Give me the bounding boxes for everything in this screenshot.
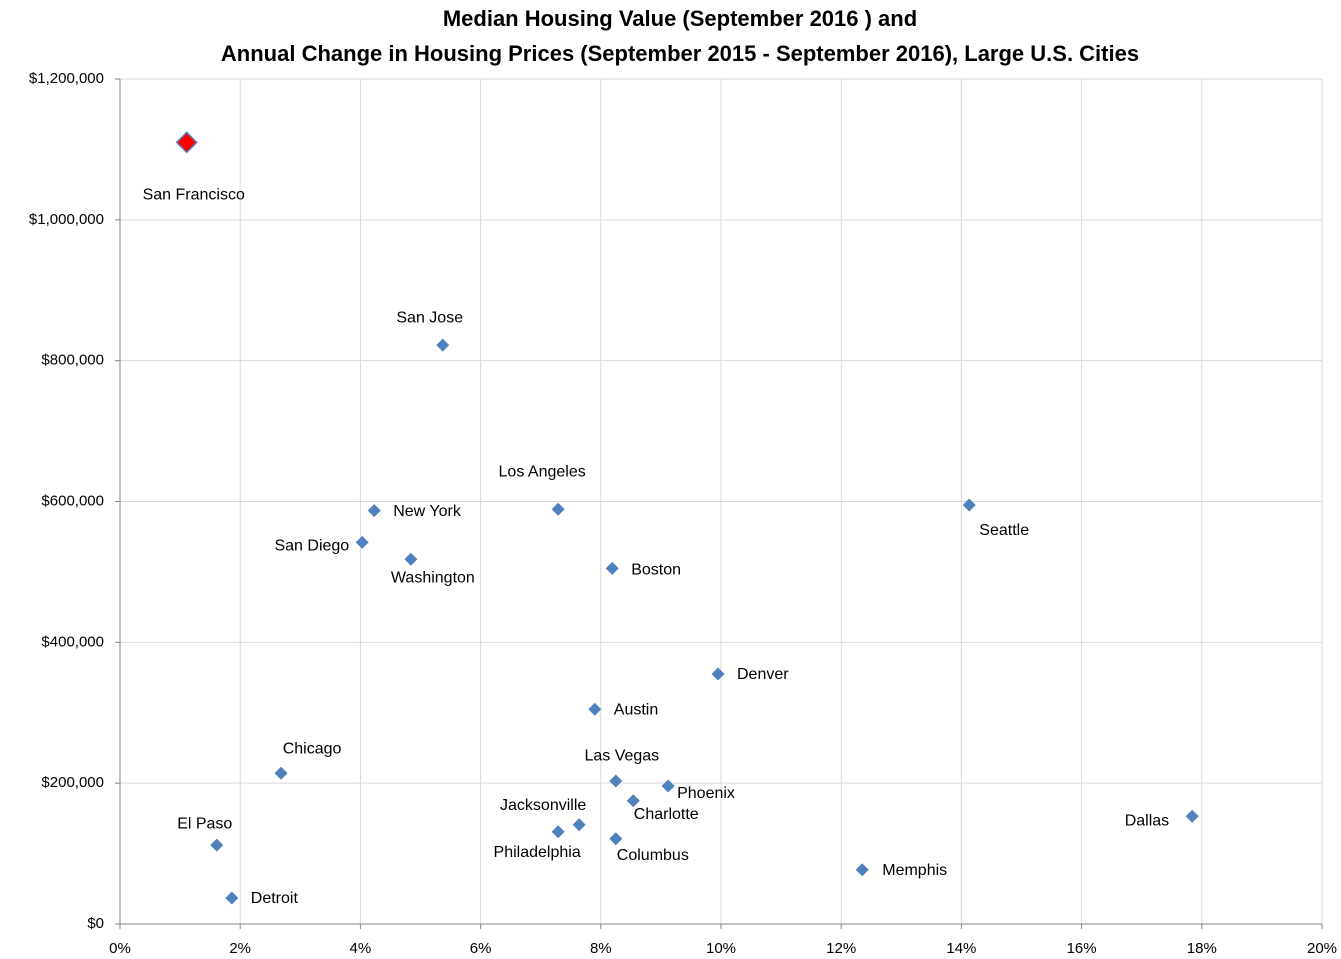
x-tick-label: 12% — [826, 940, 856, 957]
point-label: Charlotte — [634, 806, 699, 823]
point — [855, 863, 869, 877]
x-tick-label: 6% — [470, 940, 492, 957]
x-tick-label: 4% — [350, 940, 372, 957]
point-label: Austin — [614, 701, 658, 718]
point — [355, 535, 369, 549]
point-label: San Diego — [274, 538, 349, 555]
x-tick-label: 10% — [706, 940, 736, 957]
point — [626, 794, 640, 808]
point-label: San Francisco — [143, 187, 245, 204]
point — [551, 825, 565, 839]
point — [551, 502, 565, 516]
x-tick-label: 18% — [1187, 940, 1217, 957]
x-tick-label: 14% — [946, 940, 976, 957]
point-label: Columbus — [617, 847, 689, 864]
y-tick-label: $200,000 — [41, 774, 104, 791]
x-tick-label: 20% — [1307, 940, 1337, 957]
point — [661, 779, 675, 793]
point-label: New York — [393, 503, 462, 520]
point-label: Washington — [391, 569, 475, 586]
y-tick-label: $600,000 — [41, 492, 104, 509]
chart-title: Annual Change in Housing Prices (Septemb… — [221, 41, 1139, 66]
point-label: Las Vegas — [584, 747, 659, 764]
point-label: Phoenix — [677, 785, 735, 802]
point — [210, 838, 224, 852]
x-tick-label: 0% — [109, 940, 131, 957]
point-label: Boston — [631, 562, 681, 579]
point-label: Memphis — [882, 862, 947, 879]
point-label: Philadelphia — [494, 844, 581, 861]
point — [225, 891, 239, 905]
point — [572, 818, 586, 832]
point-label: Los Angeles — [499, 463, 586, 480]
point — [436, 338, 450, 352]
point — [609, 774, 623, 788]
point-label: Seattle — [979, 522, 1029, 539]
point — [404, 552, 418, 566]
x-tick-label: 2% — [229, 940, 251, 957]
point — [962, 498, 976, 512]
x-tick-label: 16% — [1067, 940, 1097, 957]
y-tick-label: $800,000 — [41, 352, 104, 369]
point-label: El Paso — [177, 815, 232, 832]
x-tick-label: 8% — [590, 940, 612, 957]
y-tick-label: $0 — [87, 915, 104, 932]
point-label: Detroit — [251, 890, 299, 907]
point-label: Denver — [737, 666, 789, 683]
point — [367, 504, 381, 518]
point — [609, 832, 623, 846]
y-tick-label: $1,200,000 — [29, 70, 104, 87]
point — [1185, 809, 1199, 823]
y-tick-label: $400,000 — [41, 633, 104, 650]
y-tick-label: $1,000,000 — [29, 211, 104, 228]
chart-title: Median Housing Value (September 2016 ) a… — [443, 6, 917, 31]
point — [274, 766, 288, 780]
point-label: Chicago — [283, 741, 342, 758]
point-label: Jacksonville — [500, 797, 586, 814]
point — [175, 131, 198, 154]
point — [711, 667, 725, 681]
point — [605, 561, 619, 575]
point-label: San Jose — [396, 309, 463, 326]
point-label: Dallas — [1125, 812, 1169, 829]
point — [588, 702, 602, 716]
